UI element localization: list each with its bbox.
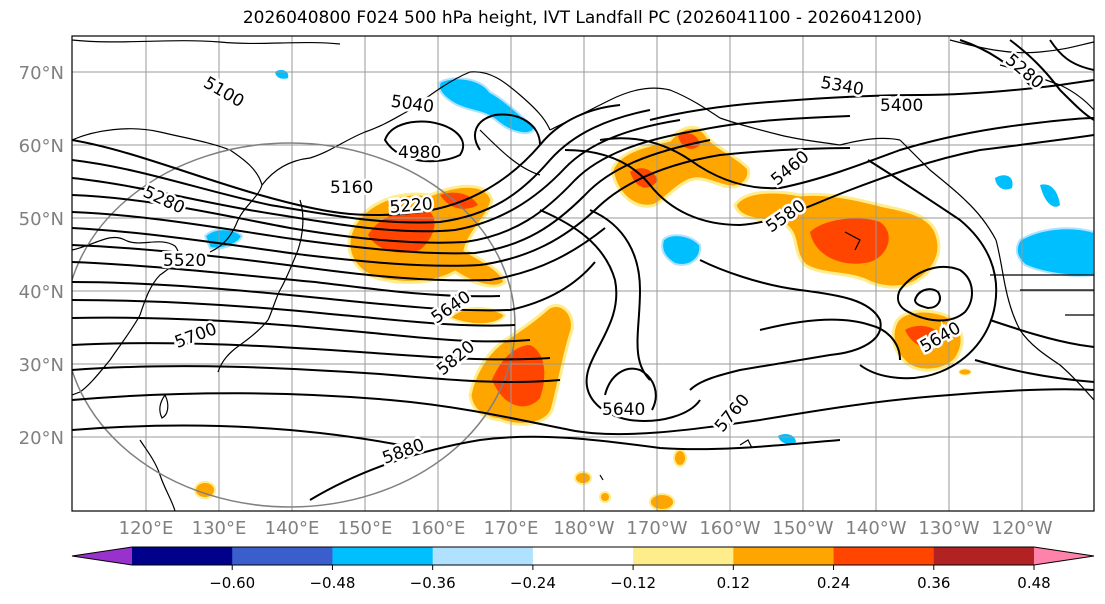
height-contours bbox=[72, 39, 1094, 501]
contour-label-5520: 5520 bbox=[163, 251, 206, 271]
colorbar-tick-label: −0.48 bbox=[309, 574, 355, 592]
contour-label-5400: 5400 bbox=[880, 96, 923, 116]
colorbar-segment bbox=[432, 547, 534, 565]
lon-label-160w: 160°W bbox=[699, 518, 760, 539]
colorbar-tick-label: −0.24 bbox=[510, 574, 556, 592]
map-plot-area: 5100 5040 4980 5160 5220 5280 5520 5700 … bbox=[72, 36, 1094, 511]
lon-label-140e: 140°E bbox=[265, 518, 320, 539]
colorbar-segment bbox=[332, 547, 434, 565]
lat-label-30n: 30°N bbox=[19, 355, 64, 376]
colorbar-extend-min bbox=[72, 547, 132, 565]
colorbar-segment bbox=[232, 547, 333, 565]
lon-label-120e: 120°E bbox=[119, 518, 174, 539]
colorbar-segment bbox=[633, 547, 734, 565]
contour-label-5220: 5220 bbox=[389, 194, 434, 218]
colorbar-extend-max bbox=[1034, 547, 1094, 565]
lon-label-120w: 120°W bbox=[991, 518, 1052, 539]
colorbar-segment bbox=[532, 547, 634, 565]
colorbar-tick-label: −0.60 bbox=[209, 574, 255, 592]
latitude-labels: 70°N 60°N 50°N 40°N 30°N 20°N bbox=[19, 63, 64, 449]
lon-label-150e: 150°E bbox=[338, 518, 393, 539]
contour-label-4980: 4980 bbox=[398, 143, 441, 163]
colorbar-outline bbox=[71, 546, 1095, 566]
colorbar-tick-label: 0.12 bbox=[717, 574, 750, 592]
contour-label-5160: 5160 bbox=[330, 178, 373, 198]
colorbar-segment bbox=[833, 547, 935, 565]
lat-label-60n: 60°N bbox=[19, 136, 64, 157]
colorbar-segment bbox=[733, 547, 835, 565]
map-frame bbox=[71, 35, 1095, 512]
lat-label-50n: 50°N bbox=[19, 209, 64, 230]
lon-label-160e: 160°E bbox=[411, 518, 466, 539]
colorbar-tick-label: 0.36 bbox=[917, 574, 950, 592]
lon-label-180w: 180°W bbox=[553, 518, 614, 539]
colorbar: −0.60 −0.48 −0.36 −0.24 −0.12 0.12 0.24 0.36 0.4… bbox=[71, 546, 1095, 592]
lat-label-40n: 40°N bbox=[19, 282, 64, 303]
lon-label-140w: 140°W bbox=[845, 518, 906, 539]
longitude-labels: 120°E 130°E 140°E 150°E 160°E 170°E 180°… bbox=[119, 518, 1053, 539]
map-title: 2026040800 F024 500 hPa height, IVT Land… bbox=[242, 8, 923, 28]
colorbar-tick-label: −0.12 bbox=[610, 574, 656, 592]
lon-label-170w: 170°W bbox=[626, 518, 687, 539]
contour-label-5640-central: 5640 bbox=[602, 400, 645, 420]
lon-label-150w: 150°W bbox=[772, 518, 833, 539]
colorbar-tick-label: −0.36 bbox=[410, 574, 456, 592]
colorbar-segment bbox=[132, 547, 233, 565]
ivt-negative-anomaly-shading bbox=[203, 70, 1094, 444]
colorbar-tick-label: 0.24 bbox=[817, 574, 850, 592]
lat-label-20n: 20°N bbox=[19, 428, 64, 449]
lat-label-70n: 70°N bbox=[19, 63, 64, 84]
lon-label-130w: 130°W bbox=[918, 518, 979, 539]
lon-label-130e: 130°E bbox=[192, 518, 247, 539]
colorbar-tick-label: 0.48 bbox=[1017, 574, 1050, 592]
colorbar-segment bbox=[933, 547, 1035, 565]
lon-label-170e: 170°E bbox=[484, 518, 539, 539]
